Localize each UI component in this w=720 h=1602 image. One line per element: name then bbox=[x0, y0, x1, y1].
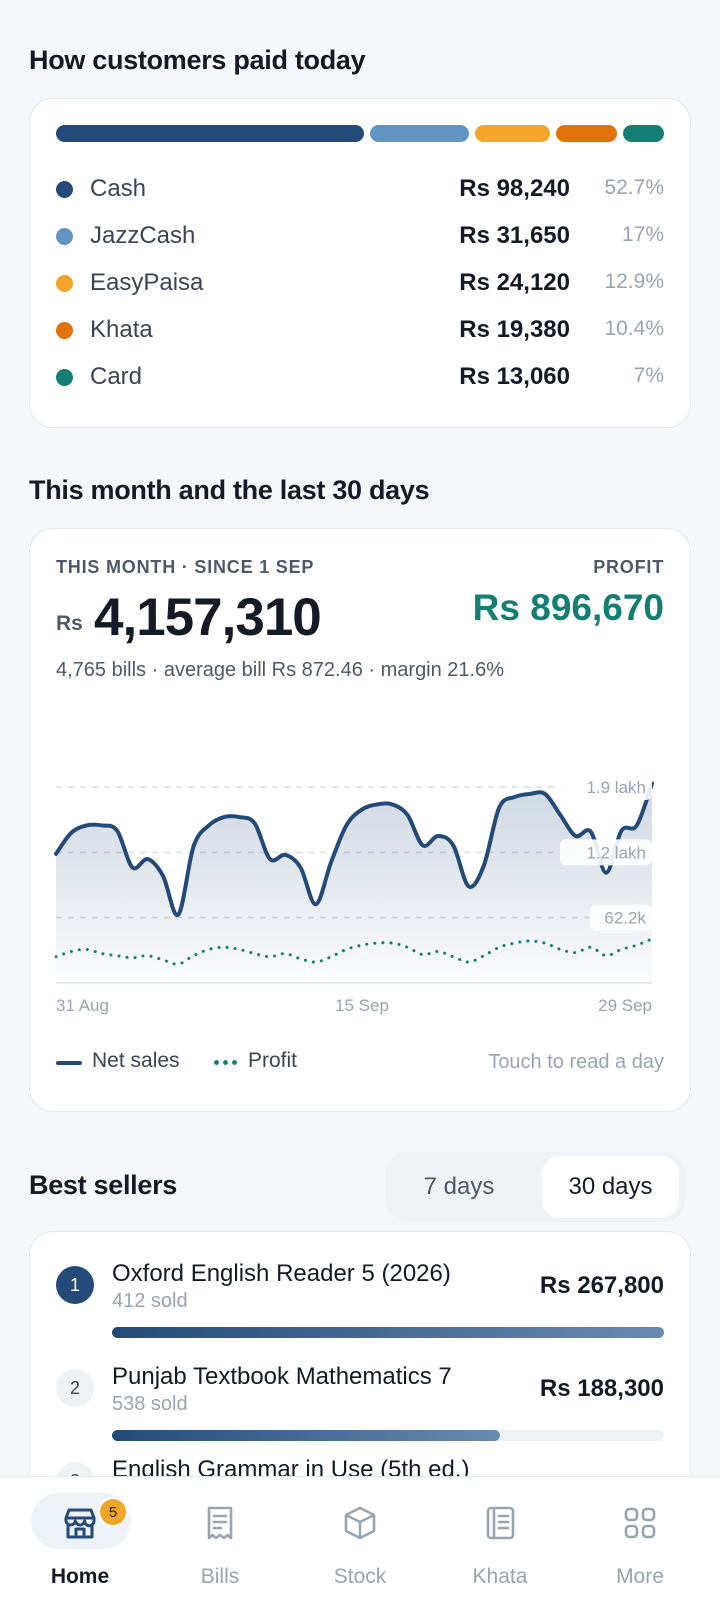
profit-legend-label: Profit bbox=[248, 1049, 298, 1072]
sales-chart[interactable]: 62.2k 1.2 lakh 1.9 lakh 31 Aug 15 Sep 29 Sep bbox=[30, 529, 692, 1029]
nav-label: Khata bbox=[472, 1565, 528, 1588]
range-toggle: 7 days 30 days bbox=[386, 1152, 685, 1222]
store-icon bbox=[64, 1508, 96, 1539]
payment-percent: 17% bbox=[621, 223, 664, 246]
range-7-days-button[interactable]: 7 days bbox=[423, 1173, 495, 1200]
grid-icon bbox=[624, 1507, 656, 1539]
range-30-days-button[interactable]: 30 days bbox=[542, 1156, 679, 1218]
profit-total: Rs 896,670 bbox=[472, 587, 664, 628]
item-revenue: Rs 267,800 bbox=[539, 1272, 664, 1299]
nav-label: Home bbox=[50, 1565, 110, 1588]
payments-section-title: How customers paid today bbox=[29, 45, 366, 75]
item-sold: 412 sold bbox=[112, 1290, 188, 1312]
rank-badge: 2 bbox=[56, 1369, 94, 1407]
notification-badge: 5 bbox=[98, 1497, 128, 1527]
net-sales-legend-label: Net sales bbox=[92, 1049, 180, 1072]
payment-amount: Rs 98,240 bbox=[459, 175, 570, 202]
item-name[interactable]: Oxford English Reader 5 (2026) bbox=[112, 1260, 451, 1287]
x-tick-label: 31 Aug bbox=[56, 996, 109, 1015]
payment-name: Card bbox=[90, 363, 143, 390]
item-sold: 538 sold bbox=[112, 1393, 188, 1415]
payment-percent: 10.4% bbox=[604, 317, 664, 340]
payment-name: EasyPaisa bbox=[90, 269, 204, 296]
payment-amount: Rs 31,650 bbox=[459, 222, 570, 249]
payment-percent: 52.7% bbox=[604, 176, 664, 199]
touch-hint: Touch to read a day bbox=[488, 1051, 664, 1073]
y-tick-label: 1.9 lakh bbox=[586, 778, 646, 797]
payment-name: Khata bbox=[90, 316, 153, 343]
y-tick-label: 62.2k bbox=[604, 909, 646, 928]
payment-share-bar bbox=[56, 125, 664, 142]
payment-row-jazzcash: JazzCash Rs 31,650 17% bbox=[56, 216, 664, 256]
month-section-title: This month and the last 30 days bbox=[29, 475, 430, 505]
payment-share-segment-cash bbox=[56, 125, 364, 142]
y-tick-label-bg bbox=[590, 904, 652, 931]
nav-label: Bills bbox=[200, 1565, 240, 1588]
nav-khata[interactable]: Khata bbox=[430, 1477, 570, 1602]
profit-label: PROFIT bbox=[593, 557, 664, 577]
payment-row-easypaisa: EasyPaisa Rs 24,120 12.9% bbox=[56, 263, 664, 303]
y-tick-label-bg bbox=[560, 839, 652, 866]
x-tick-label: 15 Sep bbox=[335, 996, 389, 1015]
payment-row-cash: Cash Rs 98,240 52.7% bbox=[56, 169, 664, 209]
net-sales-area bbox=[56, 783, 652, 983]
net-sales-currency: Rs bbox=[56, 612, 83, 635]
ledger-icon bbox=[486, 1506, 515, 1540]
box-icon bbox=[344, 1506, 376, 1540]
jazzcash-color-dot bbox=[56, 228, 73, 245]
payment-name: JazzCash bbox=[90, 222, 196, 249]
nav-label: Stock bbox=[333, 1565, 387, 1588]
nav-stock[interactable]: Stock bbox=[290, 1477, 430, 1602]
payment-percent: 7% bbox=[633, 364, 664, 387]
bottom-nav: 5 Home Bills Stock Khata More bbox=[0, 1476, 720, 1602]
x-tick-label: 29 Sep bbox=[598, 996, 652, 1015]
item-revenue: Rs 188,300 bbox=[539, 1375, 664, 1402]
card-color-dot bbox=[56, 369, 73, 386]
nav-home[interactable]: 5 Home bbox=[10, 1477, 150, 1602]
profit-line bbox=[54, 937, 654, 966]
payment-share-segment-khata bbox=[556, 125, 618, 142]
item-name[interactable]: Punjab Textbook Mathematics 7 bbox=[112, 1363, 452, 1390]
net-sales-legend-line bbox=[56, 1061, 82, 1065]
net-sales-total: 4,157,310 bbox=[94, 588, 322, 647]
payment-amount: Rs 24,120 bbox=[459, 269, 570, 296]
payment-percent: 12.9% bbox=[604, 270, 664, 293]
payment-amount: Rs 19,380 bbox=[459, 316, 570, 343]
payment-row-khata: Khata Rs 19,380 10.4% bbox=[56, 310, 664, 350]
easypaisa-color-dot bbox=[56, 275, 73, 292]
month-kicker: THIS MONTH · SINCE 1 SEP bbox=[56, 557, 315, 577]
payments-card: Cash Rs 98,240 52.7% JazzCash Rs 31,650 … bbox=[29, 98, 691, 428]
item-share-track bbox=[112, 1430, 664, 1441]
nav-bills[interactable]: Bills bbox=[150, 1477, 290, 1602]
net-sales-line bbox=[54, 781, 654, 917]
payment-share-segment-card bbox=[623, 125, 664, 142]
rank-badge: 1 bbox=[56, 1266, 94, 1304]
month-summary: 4,765 bills · average bill Rs 872.46 · m… bbox=[56, 659, 505, 681]
nav-label: More bbox=[616, 1565, 664, 1588]
payment-share-segment-easypaisa bbox=[475, 125, 551, 142]
chart-legend: Net sales Profit bbox=[56, 1049, 316, 1079]
khata-color-dot bbox=[56, 322, 73, 339]
item-share-fill bbox=[112, 1430, 501, 1441]
payment-name: Cash bbox=[90, 175, 147, 202]
cash-color-dot bbox=[56, 181, 73, 198]
best-sellers-title: Best sellers bbox=[29, 1170, 177, 1200]
y-tick-label-bg bbox=[560, 774, 652, 800]
payment-row-card: Card Rs 13,060 7% bbox=[56, 357, 664, 397]
item-share-track bbox=[112, 1327, 664, 1338]
y-tick-label: 1.2 lakh bbox=[586, 843, 646, 862]
nav-more[interactable]: More bbox=[570, 1477, 710, 1602]
item-share-fill bbox=[112, 1327, 664, 1338]
payment-amount: Rs 13,060 bbox=[459, 363, 570, 390]
receipt-icon bbox=[207, 1506, 233, 1540]
profit-legend-dots bbox=[212, 1060, 238, 1065]
payment-share-segment-jazzcash bbox=[369, 125, 470, 142]
month-card: THIS MONTH · SINCE 1 SEP PROFIT Rs 4,157… bbox=[29, 528, 691, 1112]
